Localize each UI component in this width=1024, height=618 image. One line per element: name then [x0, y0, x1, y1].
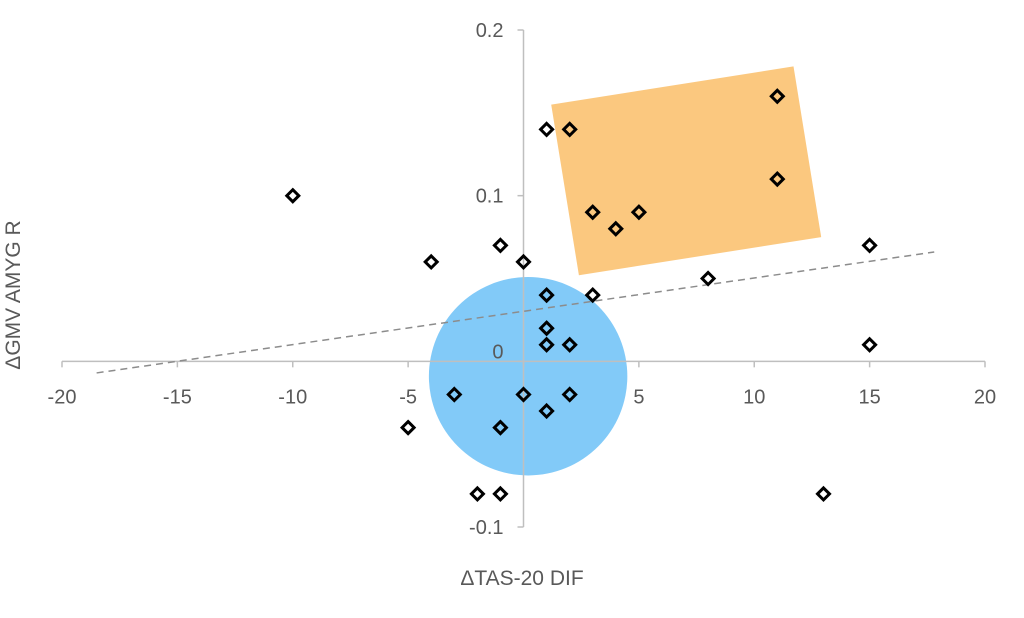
data-point — [515, 253, 532, 271]
highlight-layer — [428, 66, 822, 476]
data-point — [538, 286, 555, 304]
x-tick-label: -5 — [399, 386, 417, 408]
data-point — [607, 220, 624, 237]
data-point — [699, 270, 717, 287]
y-tick-label: 0 — [492, 341, 503, 363]
axes — [61, 29, 986, 528]
data-point — [399, 419, 417, 436]
data-point — [861, 237, 878, 254]
data-point — [769, 88, 786, 105]
data-point — [538, 402, 555, 420]
data-points — [284, 88, 878, 503]
data-point — [446, 386, 463, 403]
data-point — [561, 386, 578, 403]
data-point — [423, 253, 440, 271]
y-tick-labels: 0.2 0.1 0 -0.1 — [469, 20, 503, 539]
data-point — [584, 286, 601, 304]
data-point — [815, 485, 832, 503]
highlight-circle — [428, 277, 628, 476]
data-point — [769, 170, 786, 188]
data-point — [492, 485, 509, 503]
data-point — [492, 237, 509, 254]
y-tick-label: 0.1 — [476, 186, 504, 208]
highlight-rotated-rectangle — [551, 66, 822, 276]
data-point — [561, 121, 578, 138]
data-point — [630, 204, 648, 221]
x-tick-label: -15 — [163, 386, 192, 408]
x-tick-label: 5 — [633, 386, 644, 408]
data-point — [284, 187, 301, 204]
data-point — [861, 336, 878, 353]
x-axis-title: ΔTAS-20 DIF — [460, 567, 583, 590]
trendline — [96, 251, 935, 374]
data-point — [469, 485, 486, 503]
y-tick-label: 0.2 — [476, 20, 504, 42]
trendline-layer — [96, 251, 935, 374]
data-point — [538, 336, 555, 353]
x-tick-label: -20 — [48, 386, 77, 408]
data-point — [584, 204, 601, 221]
data-point — [492, 419, 509, 436]
x-tick-label: -10 — [278, 386, 307, 408]
data-point — [561, 336, 578, 353]
x-tick-label: 20 — [974, 386, 996, 408]
data-point — [538, 121, 555, 138]
data-point — [538, 320, 555, 337]
x-tick-label: 10 — [743, 386, 765, 408]
y-tick-label: -0.1 — [469, 517, 503, 539]
data-point — [515, 386, 532, 403]
x-tick-labels: -20 -15 -10 -5 5 10 15 20 — [48, 386, 997, 408]
y-axis-title: ΔGMV AMYG R — [2, 220, 25, 369]
x-tick-label: 15 — [859, 386, 881, 408]
